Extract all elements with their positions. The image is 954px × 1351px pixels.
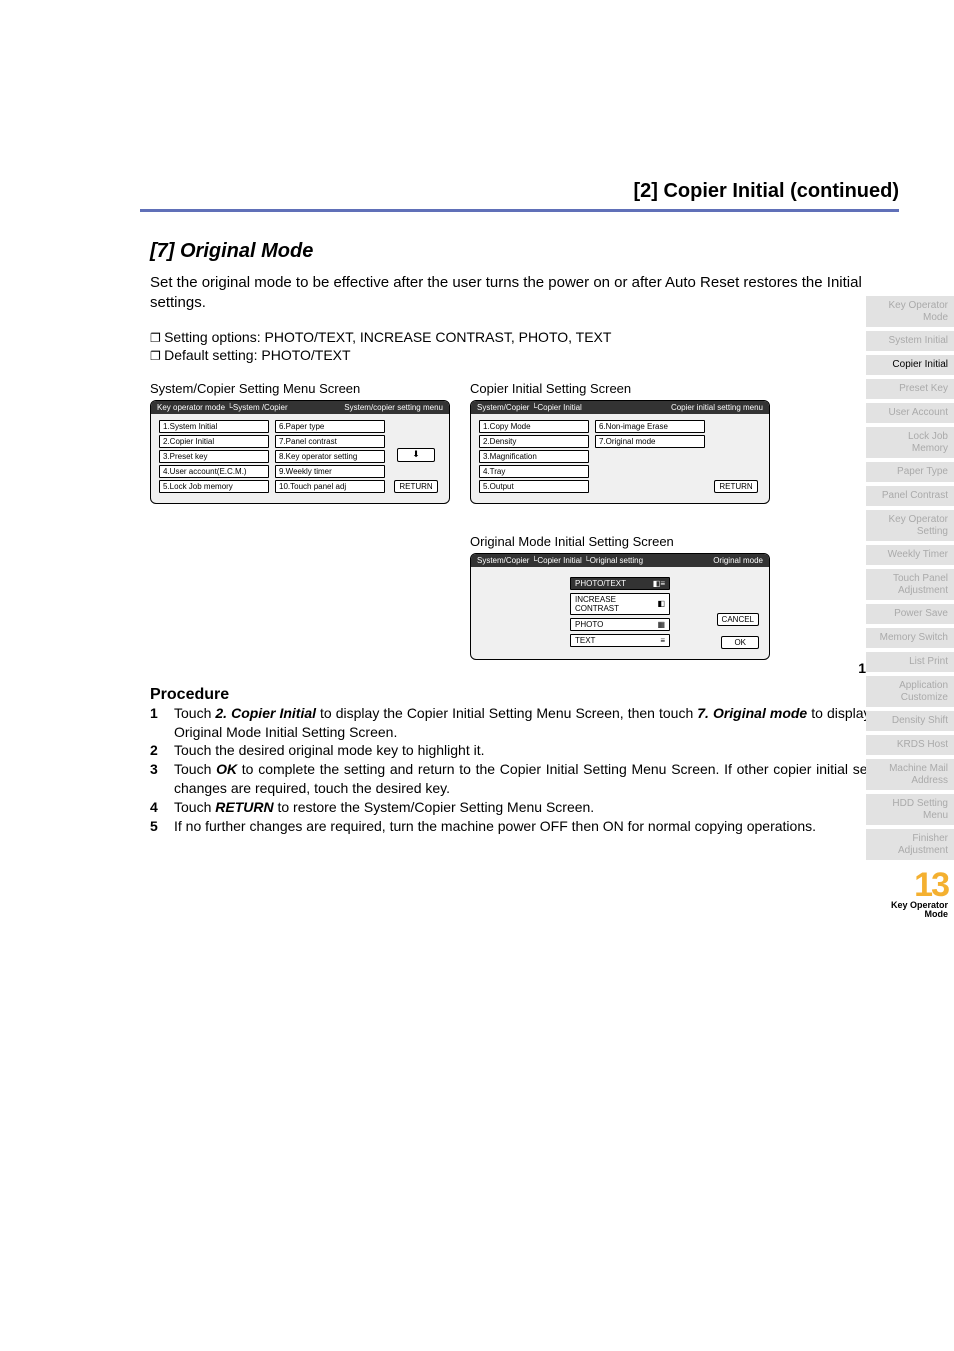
screen2-caption: Copier Initial Setting Screen — [470, 381, 770, 396]
contrast-icon: ◧ — [657, 599, 665, 608]
sidebar-item[interactable]: KRDS Host — [866, 735, 954, 759]
screen1-right-col: 6.Paper type 7.Panel contrast 8.Key oper… — [275, 420, 385, 493]
menu-btn[interactable]: 9.Weekly timer — [275, 465, 385, 478]
menu-btn[interactable]: 1.Copy Mode — [479, 420, 589, 433]
screen1-caption: System/Copier Setting Menu Screen — [150, 381, 450, 396]
screen1-left-col: 1.System Initial 2.Copier Initial 3.Pres… — [159, 420, 269, 493]
photo-icon: ▦ — [657, 620, 665, 629]
menu-btn[interactable]: 2.Copier Initial — [159, 435, 269, 448]
menu-btn[interactable]: 3.Preset key — [159, 450, 269, 463]
sidebar-item[interactable]: Lock Job Memory — [866, 427, 954, 462]
menu-btn[interactable]: 1.System Initial — [159, 420, 269, 433]
step-number: 1 — [150, 704, 164, 742]
chapter-number: 13 — [866, 870, 948, 901]
mode-increase-contrast[interactable]: INCREASE CONTRAST◧ — [570, 593, 670, 615]
menu-btn[interactable]: 4.Tray — [479, 465, 589, 478]
procedure-step: 2 Touch the desired original mode key to … — [150, 741, 894, 760]
mode-photo-text[interactable]: PHOTO/TEXT◧≡ — [570, 577, 670, 590]
default-setting: Default setting: PHOTO/TEXT — [150, 346, 894, 365]
screen1-crumb-left: Key operator mode └System /Copier — [157, 403, 288, 412]
step-number: 3 — [150, 760, 164, 798]
sidebar-item[interactable]: Key Operator Mode — [866, 296, 954, 331]
setting-options: Setting options: PHOTO/TEXT, INCREASE CO… — [150, 328, 894, 347]
menu-btn[interactable]: 6.Non-image Erase — [595, 420, 705, 433]
screen1: Key operator mode └System /Copier System… — [150, 400, 450, 504]
sidebar-item[interactable]: Weekly Timer — [866, 545, 954, 569]
step-text: If no further changes are required, turn… — [174, 817, 894, 836]
sidebar-item[interactable]: System Initial — [866, 331, 954, 355]
page-header: [2] Copier Initial (continued) — [140, 180, 899, 212]
cancel-button[interactable]: CANCEL — [717, 613, 759, 626]
sidebar-item[interactable]: Copier Initial — [866, 355, 954, 379]
section-intro: Set the original mode to be effective af… — [150, 273, 894, 314]
chapter-label: Key Operator Mode — [866, 901, 948, 919]
menu-btn[interactable]: 4.User account(E.C.M.) — [159, 465, 269, 478]
chapter-badge: 13Key Operator Mode — [866, 870, 954, 919]
procedure-step: 1 Touch 2. Copier Initial to display the … — [150, 704, 894, 742]
text-icon: ≡ — [660, 636, 665, 645]
sidebar-item[interactable]: Machine Mail Address — [866, 759, 954, 794]
menu-btn[interactable]: 7.Panel contrast — [275, 435, 385, 448]
step-text: Touch RETURN to restore the System/Copie… — [174, 798, 894, 817]
menu-btn[interactable]: 2.Density — [479, 435, 589, 448]
procedure-step: 3 Touch OK to complete the setting and re… — [150, 760, 894, 798]
down-arrow-button[interactable]: ⬇ — [397, 448, 435, 462]
screen2-crumb-left: System/Copier └Copier Initial — [477, 403, 582, 412]
screen2: System/Copier └Copier Initial Copier ini… — [470, 400, 770, 504]
screen3-caption: Original Mode Initial Setting Screen — [470, 534, 894, 549]
menu-btn[interactable]: 7.Original mode — [595, 435, 705, 448]
sidebar-item[interactable]: HDD Setting Menu — [866, 794, 954, 829]
sidebar-item[interactable]: Touch Panel Adjustment — [866, 569, 954, 604]
step-text: Touch the desired original mode key to h… — [174, 741, 894, 760]
sidebar-item[interactable]: Preset Key — [866, 379, 954, 403]
sidebar-item[interactable]: Application Customize — [866, 676, 954, 711]
menu-btn[interactable]: 8.Key operator setting — [275, 450, 385, 463]
return-button[interactable]: RETURN — [394, 480, 437, 493]
screen1-crumb-right: System/copier setting menu — [344, 403, 443, 412]
screen2-crumb-right: Copier initial setting menu — [671, 403, 763, 412]
screen3-wrap: Original Mode Initial Setting Screen Sys… — [470, 534, 894, 660]
screen3: System/Copier └Copier Initial └Original … — [470, 553, 770, 660]
screen2-wrap: Copier Initial Setting Screen System/Cop… — [470, 381, 770, 504]
screen3-crumb-left: System/Copier └Copier Initial └Original … — [477, 556, 643, 565]
procedure-step: 4 Touch RETURN to restore the System/Copi… — [150, 798, 894, 817]
photo-text-icon: ◧≡ — [653, 579, 665, 588]
menu-btn[interactable]: 10.Touch panel adj — [275, 480, 385, 493]
sidebar-item[interactable]: Panel Contrast — [866, 486, 954, 510]
sidebar-item[interactable]: Key Operator Setting — [866, 510, 954, 545]
sidebar-item[interactable]: Memory Switch — [866, 628, 954, 652]
procedure-step: 5 If no further changes are required, tur… — [150, 817, 894, 836]
screen1-wrap: System/Copier Setting Menu Screen Key op… — [150, 381, 450, 504]
mode-text[interactable]: TEXT≡ — [570, 634, 670, 647]
section-title: [7] Original Mode — [150, 240, 894, 263]
step-number: 4 — [150, 798, 164, 817]
menu-btn[interactable]: 5.Output — [479, 480, 589, 493]
sidebar-item[interactable]: Finisher Adjustment — [866, 829, 954, 864]
sidebar-item[interactable]: Density Shift — [866, 711, 954, 735]
sidebar-item[interactable]: List Print — [866, 652, 954, 676]
menu-btn[interactable]: 3.Magnification — [479, 450, 589, 463]
menu-btn[interactable]: 6.Paper type — [275, 420, 385, 433]
sidebar-nav: Key Operator ModeSystem InitialCopier In… — [866, 296, 954, 919]
sidebar-item[interactable]: Power Save — [866, 604, 954, 628]
menu-btn[interactable]: 5.Lock Job memory — [159, 480, 269, 493]
procedure-list: 1 Touch 2. Copier Initial to display the … — [150, 704, 894, 836]
sidebar-item[interactable]: User Account — [866, 403, 954, 427]
procedure-title: Procedure — [150, 686, 894, 704]
step-text: Touch 2. Copier Initial to display the C… — [174, 704, 894, 742]
ok-button[interactable]: OK — [721, 636, 759, 649]
step-text: Touch OK to complete the setting and ret… — [174, 760, 894, 798]
step-number: 5 — [150, 817, 164, 836]
sidebar-item[interactable]: Paper Type — [866, 462, 954, 486]
screen3-crumb-right: Original mode — [713, 556, 763, 565]
step-number: 2 — [150, 741, 164, 760]
mode-photo[interactable]: PHOTO▦ — [570, 618, 670, 631]
return-button[interactable]: RETURN — [714, 480, 757, 493]
